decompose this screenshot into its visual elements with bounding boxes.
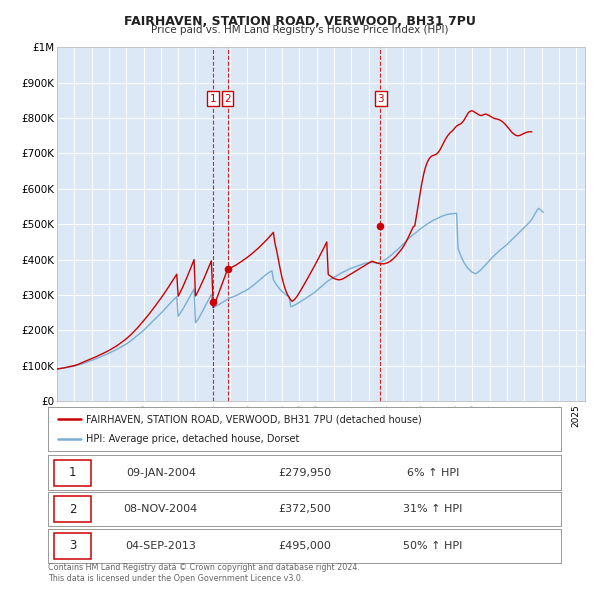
Text: 2: 2	[224, 94, 231, 103]
Text: 2: 2	[69, 503, 76, 516]
Text: FAIRHAVEN, STATION ROAD, VERWOOD, BH31 7PU: FAIRHAVEN, STATION ROAD, VERWOOD, BH31 7…	[124, 15, 476, 28]
Text: 50% ↑ HPI: 50% ↑ HPI	[403, 541, 463, 550]
Text: HPI: Average price, detached house, Dorset: HPI: Average price, detached house, Dors…	[86, 434, 300, 444]
FancyBboxPatch shape	[54, 460, 91, 486]
Text: Contains HM Land Registry data © Crown copyright and database right 2024.: Contains HM Land Registry data © Crown c…	[48, 563, 360, 572]
Text: 3: 3	[69, 539, 76, 552]
Text: 6% ↑ HPI: 6% ↑ HPI	[407, 468, 459, 477]
Text: Price paid vs. HM Land Registry's House Price Index (HPI): Price paid vs. HM Land Registry's House …	[151, 25, 449, 35]
Text: 1: 1	[69, 466, 76, 479]
FancyBboxPatch shape	[54, 496, 91, 522]
Text: This data is licensed under the Open Government Licence v3.0.: This data is licensed under the Open Gov…	[48, 574, 304, 583]
FancyBboxPatch shape	[54, 533, 91, 559]
Text: 1: 1	[209, 94, 216, 103]
Text: 31% ↑ HPI: 31% ↑ HPI	[403, 504, 463, 514]
Text: £279,950: £279,950	[278, 468, 331, 477]
Text: 09-JAN-2004: 09-JAN-2004	[126, 468, 196, 477]
Text: £372,500: £372,500	[278, 504, 331, 514]
Text: 04-SEP-2013: 04-SEP-2013	[125, 541, 196, 550]
Text: 3: 3	[377, 94, 384, 103]
Text: FAIRHAVEN, STATION ROAD, VERWOOD, BH31 7PU (detached house): FAIRHAVEN, STATION ROAD, VERWOOD, BH31 7…	[86, 414, 422, 424]
Text: 08-NOV-2004: 08-NOV-2004	[124, 504, 198, 514]
Text: £495,000: £495,000	[278, 541, 331, 550]
